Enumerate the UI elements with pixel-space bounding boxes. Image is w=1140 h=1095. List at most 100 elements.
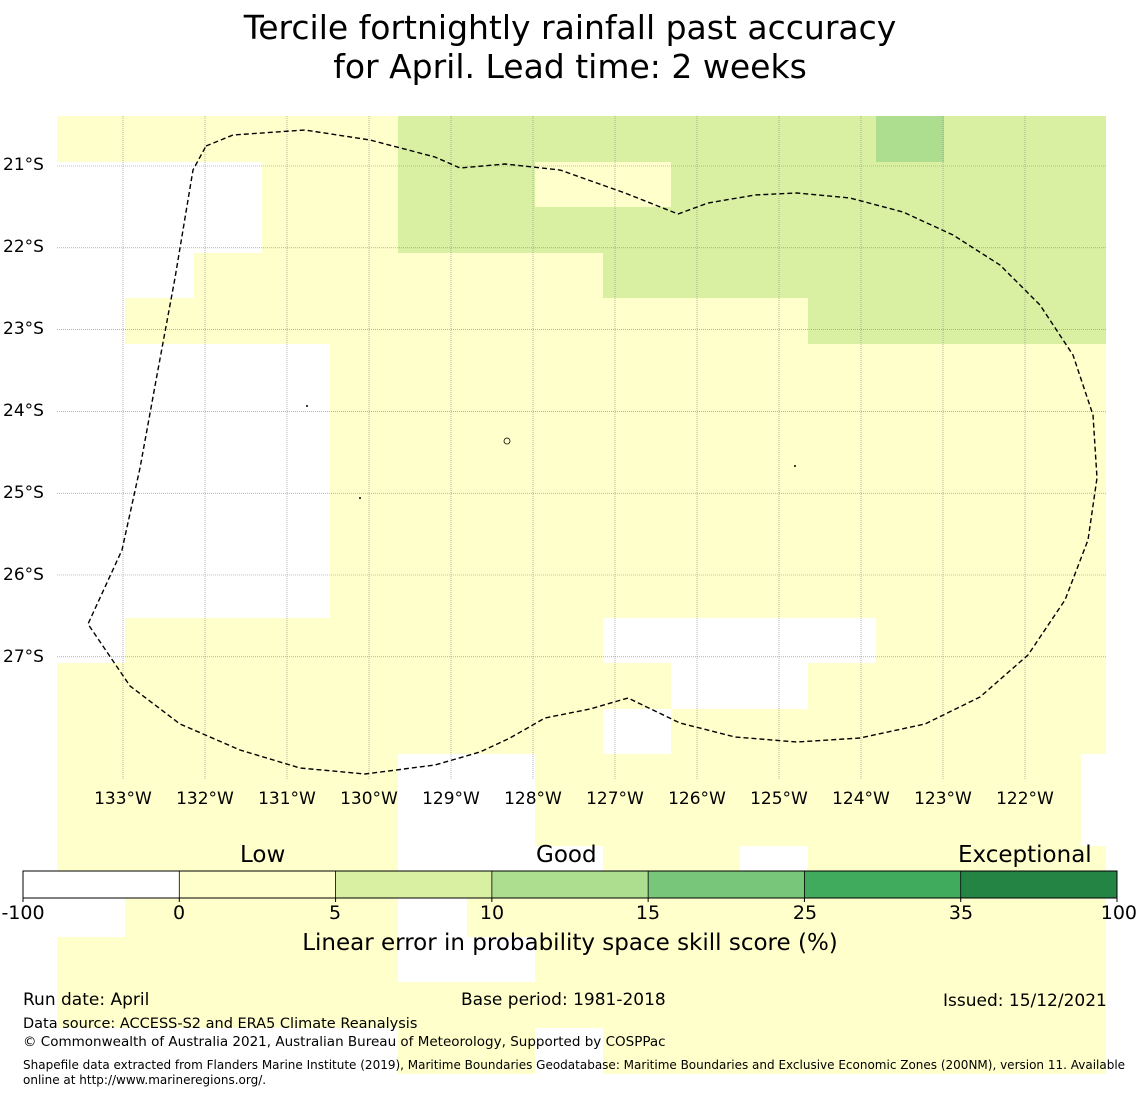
skill-cell bbox=[262, 982, 330, 1028]
skill-cell bbox=[603, 162, 671, 208]
skill-cell bbox=[876, 800, 944, 846]
lon-label: 123°W bbox=[914, 789, 972, 809]
skill-cell bbox=[194, 663, 262, 709]
skill-cell bbox=[740, 709, 808, 755]
skill-cell bbox=[671, 526, 740, 572]
skill-cell bbox=[876, 709, 944, 755]
skill-cell bbox=[330, 937, 398, 983]
skill-cell bbox=[467, 800, 535, 846]
skill-cell bbox=[1081, 618, 1106, 664]
skill-cell bbox=[194, 162, 262, 208]
island-marker bbox=[359, 497, 361, 499]
skill-cell bbox=[671, 709, 740, 755]
skill-cell bbox=[1013, 572, 1081, 618]
skill-cell bbox=[194, 116, 262, 162]
skill-cell bbox=[808, 526, 876, 572]
skill-cell bbox=[808, 709, 876, 755]
skill-cell bbox=[671, 481, 740, 527]
skill-cell bbox=[944, 526, 1013, 572]
skill-cell bbox=[671, 618, 740, 664]
skill-cell bbox=[330, 618, 398, 664]
skill-cell bbox=[467, 891, 535, 937]
skill-cell bbox=[1013, 937, 1081, 983]
skill-cell bbox=[944, 618, 1013, 664]
skill-cell bbox=[467, 663, 535, 709]
skill-cell bbox=[1081, 937, 1106, 983]
skill-cell bbox=[125, 572, 194, 618]
lat-label: 21°S bbox=[3, 155, 44, 175]
skill-cell bbox=[125, 253, 194, 299]
map-title-line-2: for April. Lead time: 2 weeks bbox=[333, 47, 807, 86]
skill-cell bbox=[398, 891, 467, 937]
skill-cell bbox=[57, 1028, 125, 1074]
skill-cell bbox=[57, 982, 125, 1028]
skill-cell bbox=[262, 162, 330, 208]
skill-cell bbox=[535, 982, 603, 1028]
skill-cell bbox=[944, 937, 1013, 983]
skill-cell bbox=[876, 390, 944, 436]
skill-cell bbox=[808, 253, 876, 299]
skill-cell bbox=[467, 481, 535, 527]
skill-cell bbox=[740, 207, 808, 253]
colorbar-tick: 25 bbox=[792, 902, 818, 924]
skill-cell bbox=[944, 891, 1013, 937]
skill-cell bbox=[194, 937, 262, 983]
colorbar-segment bbox=[179, 871, 336, 898]
skill-cell bbox=[57, 663, 125, 709]
island-marker bbox=[503, 437, 511, 445]
skill-cell bbox=[125, 754, 194, 800]
skill-cell bbox=[330, 253, 398, 299]
skill-cell bbox=[671, 800, 740, 846]
skill-cell bbox=[535, 891, 603, 937]
skill-cell bbox=[535, 253, 603, 299]
skill-cell bbox=[603, 982, 671, 1028]
skill-cell bbox=[603, 709, 671, 755]
skill-cell bbox=[262, 800, 330, 846]
skill-cell bbox=[944, 481, 1013, 527]
skill-cell bbox=[876, 344, 944, 390]
skill-cell bbox=[125, 618, 194, 664]
skill-cell bbox=[808, 435, 876, 481]
colorbar-title: Linear error in probability space skill … bbox=[302, 930, 838, 956]
skill-cell bbox=[330, 526, 398, 572]
skill-cell bbox=[57, 937, 125, 983]
skill-cell bbox=[535, 572, 603, 618]
skill-cell bbox=[330, 754, 398, 800]
skill-cell bbox=[671, 298, 740, 344]
skill-cell bbox=[671, 207, 740, 253]
skill-cell bbox=[467, 298, 535, 344]
skill-cell bbox=[57, 709, 125, 755]
skill-cell bbox=[1013, 754, 1081, 800]
lat-label: 26°S bbox=[3, 565, 44, 585]
skill-cell bbox=[876, 481, 944, 527]
skill-cell bbox=[1013, 162, 1081, 208]
colorbar-category-good: Good bbox=[536, 842, 597, 868]
lon-label: 131°W bbox=[258, 789, 316, 809]
skill-cell bbox=[398, 390, 467, 436]
skill-cell bbox=[57, 800, 125, 846]
skill-cell bbox=[808, 663, 876, 709]
skill-cell bbox=[398, 253, 467, 299]
skill-cell bbox=[603, 937, 671, 983]
skill-cell bbox=[740, 390, 808, 436]
skill-cell bbox=[603, 481, 671, 527]
lat-label: 25°S bbox=[3, 483, 44, 503]
skill-cell bbox=[1013, 526, 1081, 572]
skill-cell bbox=[740, 663, 808, 709]
skill-cell bbox=[262, 435, 330, 481]
skill-cell bbox=[57, 253, 125, 299]
skill-cell bbox=[808, 618, 876, 664]
skill-cell bbox=[1081, 162, 1106, 208]
skill-cell bbox=[125, 390, 194, 436]
skill-cell bbox=[262, 298, 330, 344]
skill-cell bbox=[398, 1028, 467, 1074]
skill-cell bbox=[535, 207, 603, 253]
skill-cell bbox=[535, 800, 603, 846]
colorbar-tick: 10 bbox=[479, 902, 505, 924]
lon-label: 129°W bbox=[422, 789, 480, 809]
skill-cell bbox=[330, 663, 398, 709]
skill-cell bbox=[535, 116, 603, 162]
skill-cell bbox=[1081, 253, 1106, 299]
skill-cell bbox=[125, 937, 194, 983]
